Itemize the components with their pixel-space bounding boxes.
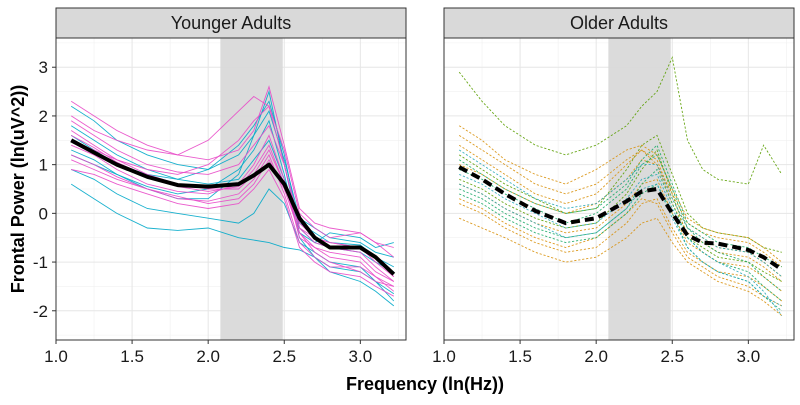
x-tick-label: 3.0: [737, 347, 761, 366]
facet-title: Older Adults: [570, 13, 668, 33]
series-line-5: [458, 144, 783, 278]
x-tick-label: 2.0: [196, 347, 220, 366]
series-line-4: [458, 125, 783, 263]
x-axis-title: Frequency (ln(Hz)): [346, 374, 504, 394]
x-tick-label: 1.0: [432, 347, 456, 366]
panel-1: Younger Adults 1.0 1.5 2.0 2.5 3.0 -2 -1 0 1 2 3: [33, 7, 407, 366]
x-tick-label: 2.5: [660, 347, 684, 366]
series-line-14: [71, 168, 395, 297]
series-line-15: [458, 144, 783, 268]
y-tick-label: 2: [39, 107, 48, 126]
series-line-12: [459, 154, 783, 292]
series-line-13: [70, 85, 394, 248]
series-line-12: [71, 134, 395, 292]
panel-2: Older Adults 1.0 1.5 2.0 2.5 3.0: [432, 7, 795, 366]
facet-strip: [443, 7, 795, 39]
x-tick-label: 2.5: [272, 347, 296, 366]
series-line-8: [70, 95, 395, 258]
x-tick-label: 2.0: [584, 347, 608, 366]
series-line-16: [459, 173, 783, 316]
y-axis-title: Frontal Power (ln(uV^2)): [8, 85, 28, 294]
series-line-18: [458, 149, 783, 278]
series-line-2: [458, 134, 782, 253]
series-line-15: [70, 120, 395, 278]
series-line-10: [458, 135, 783, 268]
series-line-9: [459, 217, 783, 316]
y-tick-label: -1: [33, 253, 48, 272]
y-tick-label: 1: [39, 156, 48, 175]
series-line-1: [70, 183, 395, 295]
x-tick-label: 1.5: [508, 347, 532, 366]
facet-title: Younger Adults: [171, 13, 291, 33]
series-line-1: [458, 55, 783, 185]
series-line-7: [459, 159, 783, 282]
series-line-17: [459, 183, 783, 307]
x-tick-label: 3.0: [349, 347, 373, 366]
series-line-13: [459, 168, 783, 302]
series-line-4: [71, 169, 395, 302]
frequency-band-highlight: [608, 38, 671, 340]
series-line-5: [70, 105, 394, 258]
series-line-11: [459, 198, 783, 302]
x-tick-label: 1.0: [44, 347, 68, 366]
facet-strip: [55, 7, 407, 39]
x-tick-label: 1.5: [120, 347, 144, 366]
series-line-3: [459, 149, 783, 282]
y-tick-label: 3: [39, 58, 48, 77]
series-line-16: [71, 153, 395, 287]
y-tick-label: 0: [39, 204, 48, 223]
mean-line: [70, 138, 396, 276]
y-tick-label: -2: [33, 302, 48, 321]
series-line-11: [70, 130, 395, 282]
mean-line: [458, 165, 783, 272]
